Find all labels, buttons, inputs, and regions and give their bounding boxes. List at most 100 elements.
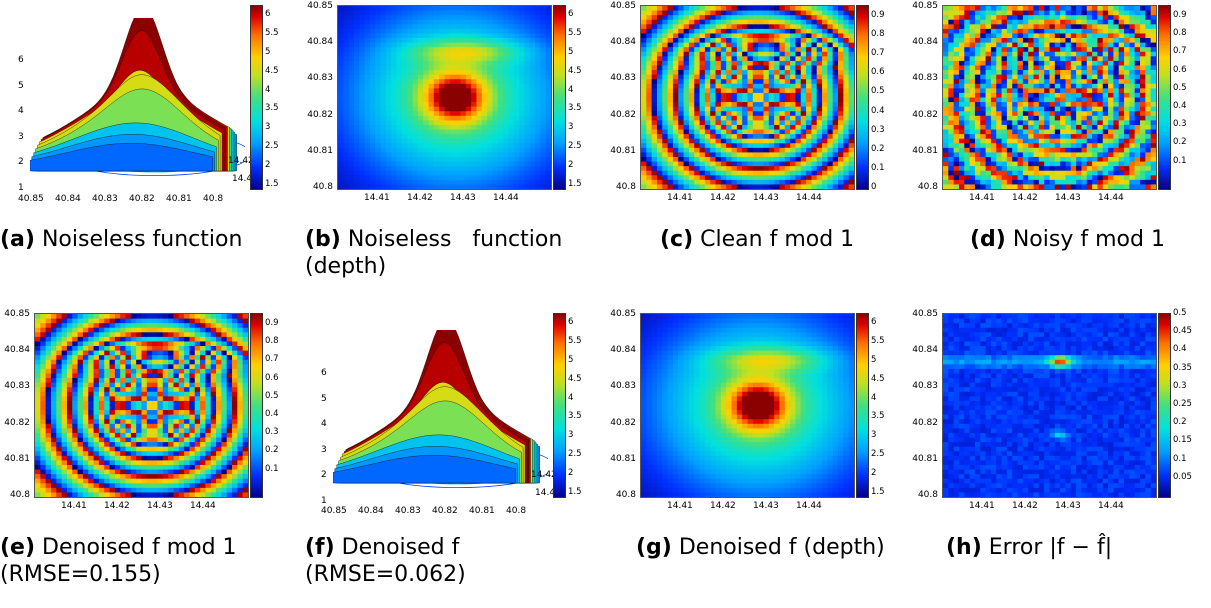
- heat-cell: [811, 102, 817, 107]
- heat-cell: [785, 38, 791, 43]
- heat-cell: [530, 88, 536, 93]
- heat-cell: [503, 143, 509, 148]
- heat-cell: [964, 20, 970, 25]
- heat-cell: [482, 24, 488, 29]
- heat-cell: [466, 102, 472, 107]
- heat-cell: [1135, 130, 1141, 135]
- heat-cell: [423, 33, 429, 38]
- heat-cell: [948, 116, 954, 121]
- heat-cell: [833, 24, 839, 29]
- heat-cell: [1034, 116, 1040, 121]
- heat-cell: [349, 134, 355, 139]
- heat-cell: [817, 15, 823, 20]
- heat-cell: [705, 20, 711, 25]
- heat-cell: [785, 139, 791, 144]
- heat-cell: [1103, 56, 1109, 61]
- heat-cell: [1087, 47, 1093, 52]
- heat-cell: [397, 152, 403, 157]
- heat-cell: [769, 52, 775, 57]
- heat-cell: [827, 38, 833, 43]
- heat-cell: [1071, 143, 1077, 148]
- heat-cell: [662, 65, 668, 70]
- heat-cell: [466, 93, 472, 98]
- heat-cell: [397, 130, 403, 135]
- heat-cell: [948, 6, 954, 11]
- heat-cell: [700, 79, 706, 84]
- heat-cell: [450, 134, 456, 139]
- heat-cell: [423, 15, 429, 20]
- heat-cell: [450, 102, 456, 107]
- heat-cell: [1076, 125, 1082, 130]
- heat-cell: [370, 134, 376, 139]
- heat-cell: [1007, 139, 1013, 144]
- heat-cell: [1140, 157, 1146, 162]
- y-tick-label: 40.85: [607, 1, 636, 11]
- heat-cell: [1002, 24, 1008, 29]
- heat-cell: [1151, 24, 1156, 29]
- heat-cell: [827, 107, 833, 112]
- heat-cell: [668, 130, 674, 135]
- heat-cell: [732, 120, 738, 125]
- heat-cell: [732, 20, 738, 25]
- heat-cell: [1007, 70, 1013, 75]
- heat-cell: [748, 61, 754, 66]
- heat-cell: [343, 130, 349, 135]
- heat-cell: [370, 56, 376, 61]
- heat-cell: [35, 355, 41, 360]
- heat-cell: [1007, 143, 1013, 148]
- heat-cell: [1034, 47, 1040, 52]
- heat-cell: [365, 88, 371, 93]
- heatmap-area-c: [640, 5, 855, 190]
- heat-cell: [975, 43, 981, 48]
- heat-cell: [439, 134, 445, 139]
- heat-cell: [641, 11, 647, 16]
- heat-cell: [652, 38, 658, 43]
- heat-cell: [1071, 175, 1077, 180]
- heat-cell: [1129, 6, 1135, 11]
- heat-cell: [413, 152, 419, 157]
- caption-letter: (c): [660, 227, 693, 252]
- heat-cell: [801, 38, 807, 43]
- heat-cell: [801, 84, 807, 89]
- heat-cell: [1071, 125, 1077, 130]
- heat-cell: [833, 11, 839, 16]
- heat-cell: [710, 43, 716, 48]
- heat-cell: [662, 180, 668, 185]
- heat-cell: [498, 171, 504, 176]
- heat-cell: [1023, 107, 1029, 112]
- heat-cell: [769, 20, 775, 25]
- heat-cell: [343, 61, 349, 66]
- heat-cell: [439, 111, 445, 116]
- heat-cell: [429, 162, 435, 167]
- heat-cell: [35, 378, 41, 383]
- heat-cell: [381, 65, 387, 70]
- heat-cell: [349, 56, 355, 61]
- heat-cell: [1055, 171, 1061, 176]
- heat-cell: [434, 111, 440, 116]
- heat-cell: [423, 148, 429, 153]
- heat-cell: [524, 56, 530, 61]
- heat-cell: [700, 47, 706, 52]
- heat-cell: [370, 88, 376, 93]
- heat-cell: [716, 139, 722, 144]
- heat-cell: [1097, 52, 1103, 57]
- heat-cell: [732, 143, 738, 148]
- heat-cell: [827, 84, 833, 89]
- heat-cell: [1135, 11, 1141, 16]
- heat-cell: [540, 20, 546, 25]
- heat-cell: [476, 175, 482, 180]
- heat-cell: [795, 33, 801, 38]
- heat-cell: [774, 162, 780, 167]
- heat-cell: [742, 171, 748, 176]
- heat-cell: [471, 139, 477, 144]
- heat-cell: [455, 139, 461, 144]
- heat-cell: [359, 79, 365, 84]
- heat-cell: [763, 184, 769, 189]
- heat-cell: [503, 52, 509, 57]
- colorbar-tick-label: 2.5: [265, 142, 279, 151]
- heat-cell: [678, 120, 684, 125]
- heat-cell: [1108, 75, 1114, 80]
- y-tick-label: 40.8: [909, 182, 938, 192]
- heat-cell: [508, 47, 514, 52]
- heat-cell: [678, 79, 684, 84]
